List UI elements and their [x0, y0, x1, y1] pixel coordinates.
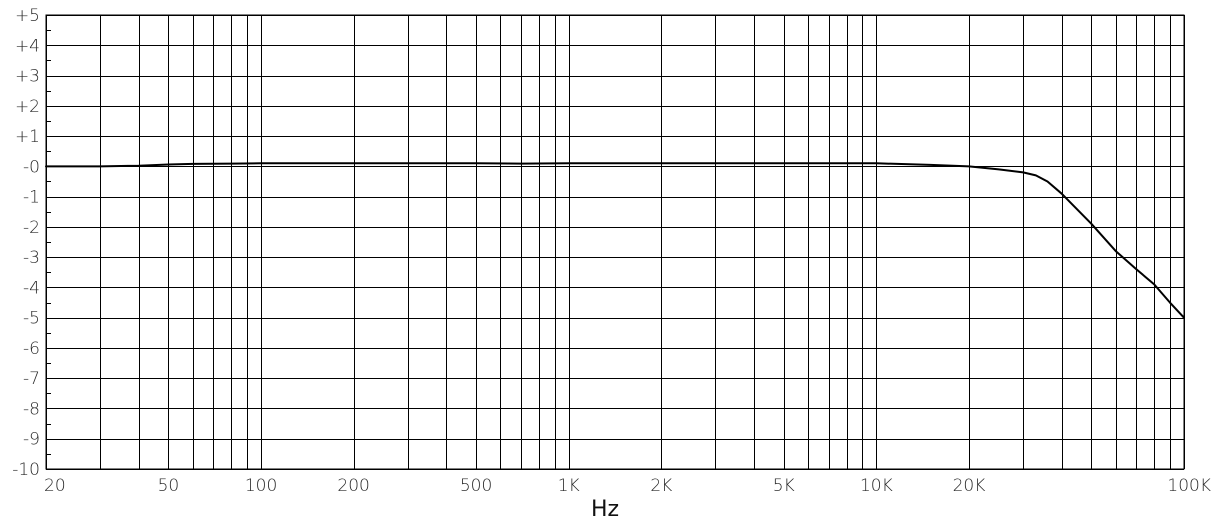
- x-tick-label: 2K: [650, 476, 672, 496]
- y-tick-label: -4: [23, 278, 40, 298]
- y-tick-label: +4: [15, 36, 40, 56]
- x-tick-label: 20K: [953, 476, 986, 496]
- x-tick-label: 5K: [773, 476, 795, 496]
- plot-frame: [45, 14, 1185, 470]
- y-tick-label: -8: [23, 399, 40, 419]
- y-tick-label: -0: [23, 157, 40, 177]
- x-tick-label: 10K: [860, 476, 893, 496]
- y-tick-label: +1: [15, 127, 40, 147]
- series-group: [45, 162, 1185, 319]
- series-line-0: [45, 162, 1185, 319]
- x-tick-label: 100K: [1167, 476, 1211, 496]
- x-tick-labels: 20 50 100 200 500 1K 2K 5K 10K 20K 100K: [44, 476, 1211, 496]
- x-tick-label: 500: [460, 476, 492, 496]
- y-tick-label: -7: [23, 369, 40, 389]
- x-tick-label: 100: [245, 476, 277, 496]
- y-tick-labels: +5 +4 +3 +2 +1 -0 -1 -2 -3 -4 -5 -6 -7 -8 -9 -10: [12, 6, 40, 480]
- y-tick-label: -1: [23, 188, 40, 208]
- y-tick-label: -3: [23, 248, 40, 268]
- x-tick-label: 20: [44, 476, 66, 496]
- y-tick-label: -9: [23, 430, 40, 450]
- x-axis-label: Hz: [591, 497, 619, 522]
- y-tick-label: -10: [12, 460, 40, 480]
- x-tick-label: 50: [158, 476, 180, 496]
- x-tick-label: 1K: [558, 476, 580, 496]
- y-tick-label: -2: [23, 218, 40, 238]
- y-tick-label: +3: [15, 67, 40, 87]
- y-tick-label: -5: [23, 309, 40, 329]
- x-tick-label: 200: [337, 476, 369, 496]
- grid: [46, 15, 1185, 470]
- y-tick-label: +2: [15, 97, 40, 117]
- y-tick-label: -6: [23, 339, 40, 359]
- y-tick-label: +5: [15, 6, 40, 26]
